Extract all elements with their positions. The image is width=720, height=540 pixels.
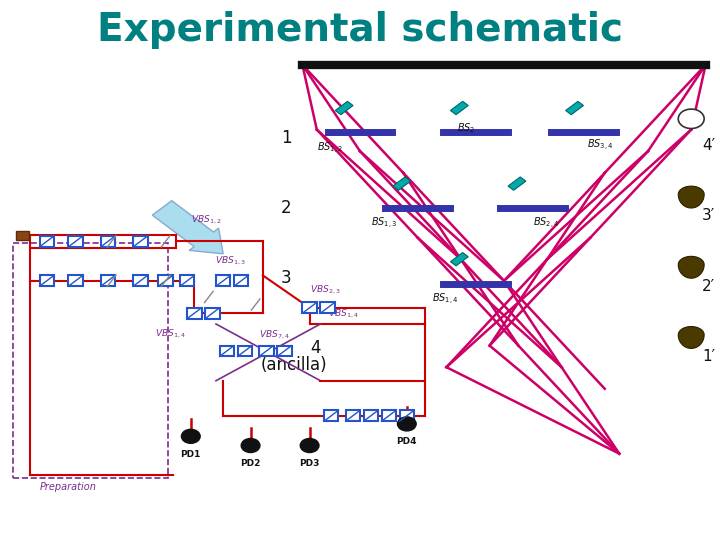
Polygon shape — [678, 256, 704, 278]
Polygon shape — [451, 253, 468, 266]
Bar — [68, 275, 83, 286]
Bar — [16, 231, 29, 240]
Text: 4: 4 — [310, 339, 320, 357]
Text: $VBS_{1,4}$: $VBS_{1,4}$ — [155, 328, 186, 340]
Bar — [101, 236, 115, 247]
Text: 1: 1 — [281, 129, 292, 147]
Bar — [220, 346, 234, 356]
Text: $VBS_{7,4}$: $VBS_{7,4}$ — [259, 329, 290, 341]
Text: 2: 2 — [281, 199, 292, 217]
Polygon shape — [508, 177, 526, 190]
Text: $BS_{3,4}$: $BS_{3,4}$ — [587, 138, 613, 153]
Text: Preparation: Preparation — [40, 482, 96, 492]
Bar — [133, 236, 148, 247]
Text: $VBS_{2,3}$: $VBS_{2,3}$ — [310, 284, 341, 296]
Bar — [187, 308, 202, 319]
Text: $BS_{1,4}$: $BS_{1,4}$ — [432, 292, 459, 307]
Bar — [180, 275, 194, 286]
Text: $BS_{2,4}$: $BS_{2,4}$ — [533, 216, 559, 231]
Bar — [40, 275, 54, 286]
Circle shape — [181, 429, 200, 443]
Bar — [234, 275, 248, 286]
Polygon shape — [678, 327, 704, 348]
Bar — [216, 275, 230, 286]
Text: PD2: PD2 — [240, 459, 261, 468]
Bar — [133, 275, 148, 286]
Bar — [101, 275, 115, 286]
Circle shape — [300, 438, 319, 453]
Text: $BS_{2}$: $BS_{2}$ — [457, 122, 476, 136]
Bar — [277, 346, 292, 356]
Text: PD3: PD3 — [300, 459, 320, 468]
Circle shape — [678, 109, 704, 129]
Text: 1′: 1′ — [702, 349, 715, 364]
Text: $BS_{1,2}$: $BS_{1,2}$ — [317, 140, 343, 156]
Polygon shape — [393, 177, 410, 190]
Text: $VBS_{1,3}$: $VBS_{1,3}$ — [215, 255, 246, 267]
Bar — [400, 410, 414, 421]
Bar — [302, 302, 317, 313]
Text: PD4: PD4 — [397, 437, 417, 447]
Polygon shape — [678, 186, 704, 208]
Text: $VBS_{1,4}$: $VBS_{1,4}$ — [328, 307, 359, 320]
Text: 4′: 4′ — [702, 138, 715, 153]
Bar — [205, 308, 220, 319]
FancyArrow shape — [153, 201, 223, 254]
Bar — [158, 275, 173, 286]
Bar — [259, 346, 274, 356]
Polygon shape — [451, 102, 468, 114]
Text: 3′: 3′ — [702, 208, 715, 224]
Bar — [346, 410, 360, 421]
Bar — [364, 410, 378, 421]
Bar — [40, 236, 54, 247]
Bar — [382, 410, 396, 421]
Text: Experimental schematic: Experimental schematic — [97, 11, 623, 49]
Bar — [238, 346, 252, 356]
Bar — [13, 243, 168, 478]
Circle shape — [397, 417, 416, 431]
Text: 2′: 2′ — [702, 279, 715, 294]
Text: PD1: PD1 — [181, 450, 201, 459]
Text: $VBS_{1,2}$: $VBS_{1,2}$ — [191, 213, 222, 226]
Text: 3: 3 — [281, 269, 292, 287]
Polygon shape — [336, 102, 353, 114]
Circle shape — [241, 438, 260, 453]
Text: $BS_{1,3}$: $BS_{1,3}$ — [371, 216, 397, 231]
Bar — [324, 410, 338, 421]
Polygon shape — [566, 102, 583, 114]
Text: (ancilla): (ancilla) — [261, 355, 328, 374]
Bar — [68, 236, 83, 247]
Bar — [320, 302, 335, 313]
